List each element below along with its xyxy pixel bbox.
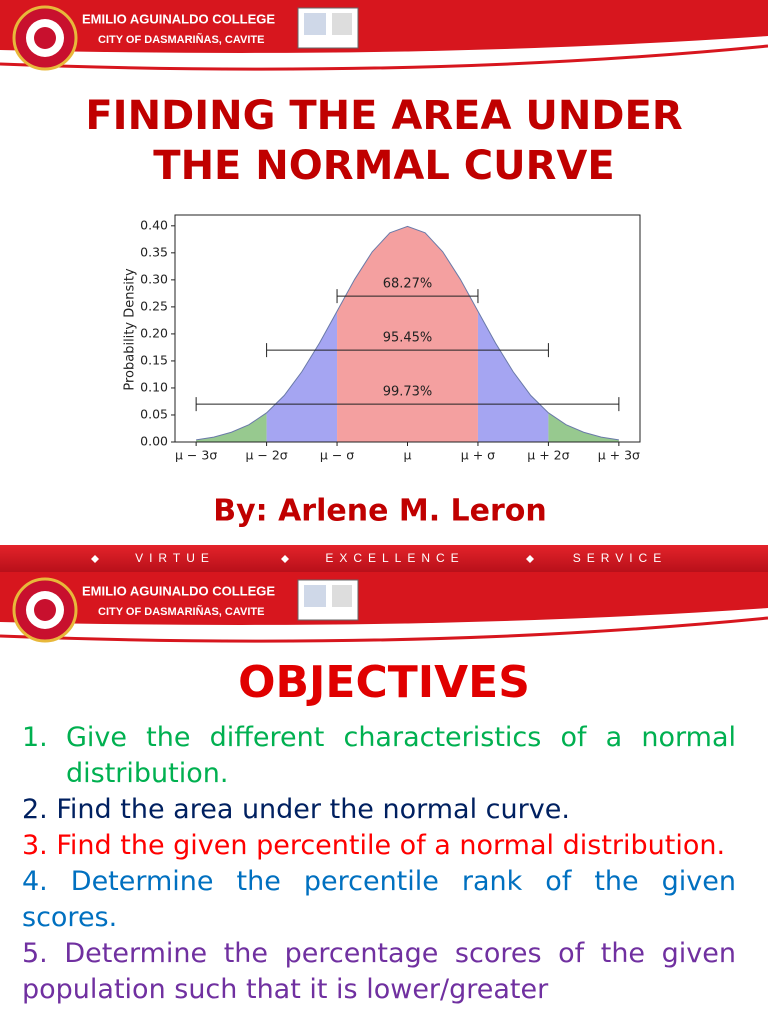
header-wave <box>0 44 768 71</box>
chart: 68.27% 95.45% 99.73% 0.00 0.05 0.10 0.15 0.20 0.… <box>123 214 641 463</box>
objective: 1. Give the different characteristics of … <box>22 720 736 792</box>
y-tick-label: 0.15 <box>140 352 168 367</box>
x-tick-label: μ − σ <box>320 448 354 463</box>
y-tick-label: 0.35 <box>140 244 168 259</box>
objective-text: Determine the percentile rank of the giv… <box>22 866 736 933</box>
author: By: Arlene M. Leron <box>213 494 547 529</box>
y-tick-label: 0.25 <box>140 298 168 313</box>
title-line: THE NORMAL CURVE <box>153 143 614 189</box>
objective-text: Find the area under the normal curve. <box>56 794 570 825</box>
shaded-region <box>196 412 267 442</box>
header: EMILIO AGUINALDO COLLEGE CITY OF DASMARIÑ… <box>0 572 768 643</box>
logo-core <box>34 599 56 621</box>
x-tick-label: μ + 3σ <box>598 448 640 463</box>
motto-bar <box>0 545 768 572</box>
objective-text: Determine the percentage scores of the g… <box>22 938 736 1005</box>
objective: 5. Determine the percentage scores of th… <box>22 936 736 1008</box>
x-tick-label: μ <box>404 448 412 463</box>
objective-number: 5. <box>22 938 48 969</box>
objectives-list: 1. Give the different characteristics of … <box>22 720 736 1008</box>
objective-number: 1. <box>22 722 48 753</box>
objective-number: 2. <box>22 794 48 825</box>
objective-text: Give the different characteristics of a … <box>66 722 736 789</box>
x-tick-label: μ + σ <box>461 448 495 463</box>
y-tick-label: 0.10 <box>140 379 168 394</box>
cert-badge <box>304 585 326 607</box>
x-tick-label: μ − 3σ <box>175 448 217 463</box>
objectives-title: OBJECTIVES <box>238 657 530 708</box>
interval-label: 99.73% <box>383 385 433 400</box>
shaded-region <box>337 226 478 442</box>
y-tick-label: 0.05 <box>140 406 168 421</box>
x-tick-label: μ − 2σ <box>245 448 287 463</box>
college-name: EMILIO AGUINALDO COLLEGE <box>82 583 275 598</box>
college-name: EMILIO AGUINALDO COLLEGE <box>82 11 275 26</box>
objective: 2. Find the area under the normal curve. <box>22 792 736 828</box>
y-tick-label: 0.00 <box>140 434 168 449</box>
header-band <box>0 572 768 625</box>
college-city: CITY OF DASMARIÑAS, CAVITE <box>98 605 264 618</box>
density-curve <box>196 225 619 441</box>
title-line: FINDING THE AREA UNDER <box>85 93 682 139</box>
objective-number: 3. <box>22 830 48 861</box>
y-axis-label: Probability Density <box>123 268 138 391</box>
slide-one: FINDING THE AREA UNDER THE NORMAL CURVE … <box>0 0 768 572</box>
logo-core <box>34 27 56 49</box>
interval-bracket <box>266 343 549 358</box>
cert-badge <box>304 13 326 35</box>
shaded-region <box>548 412 619 442</box>
objective: 4. Determine the percentile rank of the … <box>22 864 736 936</box>
x-tick-label: μ + 2σ <box>527 448 569 463</box>
interval-bracket <box>195 397 620 412</box>
cert-badge <box>332 13 352 35</box>
objective-number: 4. <box>22 866 48 897</box>
motto-word: VIRTUE <box>135 551 215 565</box>
motto-word: SERVICE <box>573 551 667 565</box>
motto-word: EXCELLENCE <box>325 551 464 565</box>
objective-text: Find the given percentile of a normal di… <box>56 830 726 861</box>
college-city: CITY OF DASMARIÑAS, CAVITE <box>98 33 264 46</box>
header-wave <box>0 616 768 643</box>
y-tick-label: 0.40 <box>140 217 168 232</box>
header-band <box>0 0 768 53</box>
cert-badge <box>332 585 352 607</box>
interval-bracket <box>336 289 479 304</box>
interval-label: 68.27% <box>383 277 433 292</box>
interval-label: 95.45% <box>383 331 433 346</box>
objective: 3. Find the given percentile of a normal… <box>22 828 736 864</box>
y-tick-label: 0.20 <box>140 325 168 340</box>
header: EMILIO AGUINALDO COLLEGE CITY OF DASMARIÑ… <box>0 0 768 71</box>
y-tick-label: 0.30 <box>140 271 168 286</box>
slide-two-header: EMILIO AGUINALDO COLLEGE CITY OF DASMARIÑ… <box>0 572 768 643</box>
